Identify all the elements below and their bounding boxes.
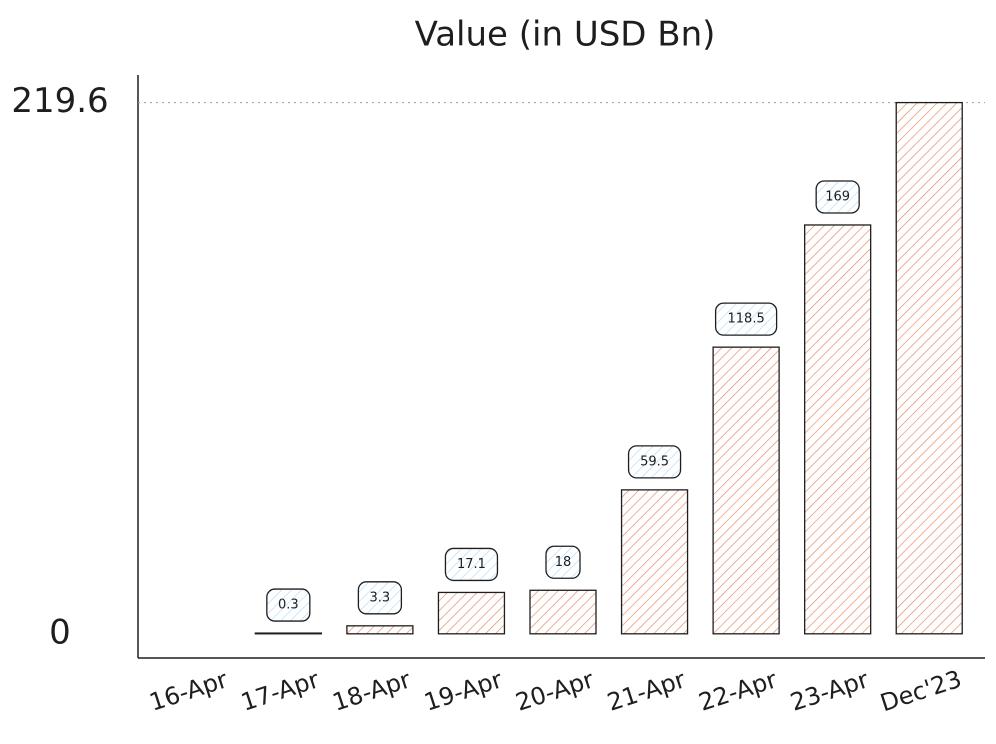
bar	[712, 346, 780, 635]
value-label: 118.5	[728, 312, 765, 327]
value-label: 0.3	[278, 598, 299, 613]
value-label-box	[714, 302, 778, 336]
y-tick-label: 0	[49, 612, 71, 652]
bar	[620, 489, 689, 635]
bar	[804, 224, 872, 635]
bar	[437, 591, 506, 635]
value-label: 3.3	[370, 590, 391, 605]
chart-title: Value (in USD Bn)	[415, 15, 716, 55]
value-label: 18	[555, 555, 572, 570]
value-label-box	[545, 545, 581, 579]
value-label: 59.5	[640, 454, 669, 469]
value-label-box	[357, 581, 403, 615]
value-label: 17.1	[457, 557, 486, 572]
bar	[346, 625, 414, 635]
value-label: 169	[825, 189, 850, 204]
bar	[254, 632, 322, 635]
value-label-box	[627, 445, 682, 479]
value-label-box	[815, 180, 860, 214]
y-tick-label: 219.6	[11, 81, 108, 121]
bar	[895, 101, 963, 635]
value-label-box	[266, 588, 311, 622]
value-label-box	[444, 547, 499, 582]
bar	[529, 589, 597, 635]
